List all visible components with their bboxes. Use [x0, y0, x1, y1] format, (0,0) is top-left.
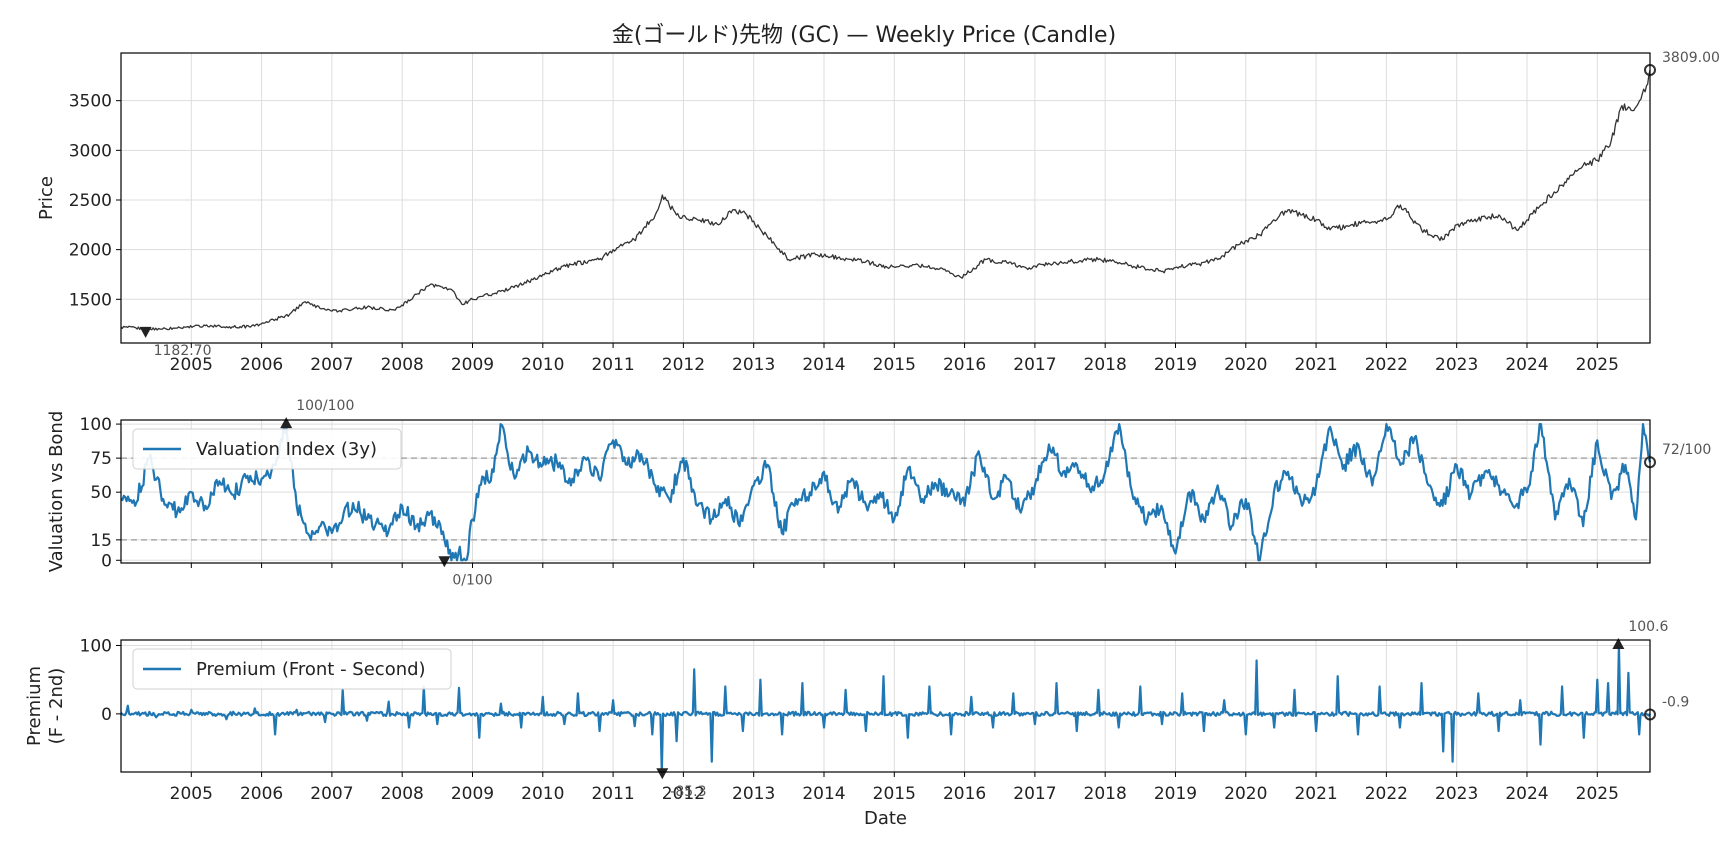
x-tick-label: 2011 — [591, 355, 634, 375]
x-tick-label: 2005 — [170, 784, 213, 804]
y-axis-title: Premium — [24, 666, 45, 746]
x-tick-label: 2018 — [1084, 355, 1127, 375]
x-tick-label: 2025 — [1576, 355, 1619, 375]
x-tick-label: 2012 — [662, 355, 705, 375]
series-line — [120, 69, 1651, 331]
price-panel: 1500 2000 2500 3000 3500 2005 2006 2007 2008 2009… — [36, 50, 1720, 375]
x-tick-label: 2020 — [1224, 784, 1267, 804]
x-tick-label: 2010 — [521, 355, 564, 375]
y-tick-label: 1500 — [69, 290, 112, 310]
legend-label: Valuation Index (3y) — [196, 439, 377, 460]
x-tick-label: 2022 — [1365, 784, 1408, 804]
y-tick-label: 0 — [101, 705, 112, 725]
annotation-label: -85.3 — [670, 784, 706, 800]
y-tick-label: 15 — [90, 531, 112, 551]
annotation-label: -0.9 — [1662, 694, 1689, 710]
annotation-label: 100.6 — [1628, 619, 1668, 635]
x-tick-label: 2017 — [1013, 355, 1056, 375]
x-tick-label: 2005 — [170, 355, 213, 375]
x-axis-title: Date — [864, 808, 907, 829]
x-tick-label: 2006 — [240, 355, 283, 375]
x-tick-label: 2021 — [1294, 784, 1337, 804]
y-tick-label: 75 — [90, 449, 112, 469]
x-tick-label: 2023 — [1435, 355, 1478, 375]
annotation-label: 3809.00 — [1662, 50, 1720, 66]
annotation-label: 1182.70 — [154, 343, 212, 359]
x-tick-label: 2014 — [802, 784, 845, 804]
x-tick-label: 2013 — [732, 784, 775, 804]
x-tick-label: 2012 — [662, 784, 705, 804]
legend-box — [132, 428, 402, 470]
x-tick-label: 2019 — [1154, 784, 1197, 804]
annotation-label: 72/100 — [1662, 442, 1711, 458]
series-line — [120, 423, 1652, 562]
premium-panel: 0 100 2005 2006 2007 2008 2009 2010 2011 2012 2013… — [24, 619, 1689, 829]
x-tick-label: 2015 — [873, 355, 916, 375]
x-tick-label: 2021 — [1294, 355, 1337, 375]
x-tick-label: 2023 — [1435, 784, 1478, 804]
y-axis-title-line2: (F - 2nd) — [46, 668, 67, 745]
x-tick-label: 2007 — [310, 784, 353, 804]
x-tick-label: 2020 — [1224, 355, 1267, 375]
max-marker — [280, 417, 293, 429]
y-tick-label: 3500 — [69, 92, 112, 112]
x-tick-label: 2016 — [943, 784, 986, 804]
y-tick-label: 2500 — [69, 191, 112, 211]
max-marker — [1612, 638, 1625, 650]
x-tick-label: 2013 — [732, 355, 775, 375]
x-tick-label: 2006 — [240, 784, 283, 804]
y-tick-label: 100 — [80, 415, 112, 435]
min-marker — [438, 556, 451, 568]
y-tick-label: 3000 — [69, 141, 112, 161]
annotation-label: 100/100 — [296, 398, 354, 414]
x-tick-label: 2014 — [802, 355, 845, 375]
x-tick-label: 2015 — [873, 784, 916, 804]
y-axis-title: Price — [36, 176, 57, 220]
x-tick-label: 2008 — [381, 784, 424, 804]
x-tick-label: 2016 — [943, 355, 986, 375]
plot-frame — [120, 419, 1651, 564]
legend-box — [132, 648, 452, 690]
y-tick-label: 2000 — [69, 241, 112, 261]
chart-title: 金(ゴールド)先物 (GC) — Weekly Price (Candle) — [612, 23, 1116, 48]
y-tick-label: 100 — [80, 636, 112, 656]
series-line — [120, 644, 1651, 774]
x-tick-label: 2011 — [591, 784, 634, 804]
x-tick-label: 2025 — [1576, 784, 1619, 804]
y-axis-title: Valuation vs Bond — [46, 411, 67, 573]
x-tick-label: 2024 — [1505, 784, 1548, 804]
plot-frame — [120, 52, 1651, 344]
x-tick-label: 2010 — [521, 784, 564, 804]
x-tick-label: 2022 — [1365, 355, 1408, 375]
min-marker — [656, 768, 669, 780]
valuation-panel: 015 50 75 100 100/100 0/100 72/100 Valuation In… — [46, 398, 1711, 588]
x-tick-label: 2009 — [451, 355, 494, 375]
y-tick-label: 0 — [101, 551, 112, 571]
x-tick-label: 2024 — [1505, 355, 1548, 375]
x-tick-label: 2019 — [1154, 355, 1197, 375]
x-tick-label: 2009 — [451, 784, 494, 804]
x-tick-label: 2007 — [310, 355, 353, 375]
legend-label: Premium (Front - Second) — [196, 659, 426, 680]
x-tick-label: 2008 — [381, 355, 424, 375]
annotation-label: 0/100 — [452, 572, 492, 588]
x-tick-label: 2018 — [1084, 784, 1127, 804]
plot-frame — [120, 639, 1651, 773]
x-tick-label: 2017 — [1013, 784, 1056, 804]
y-tick-label: 50 — [90, 483, 112, 503]
min-marker — [139, 326, 152, 338]
